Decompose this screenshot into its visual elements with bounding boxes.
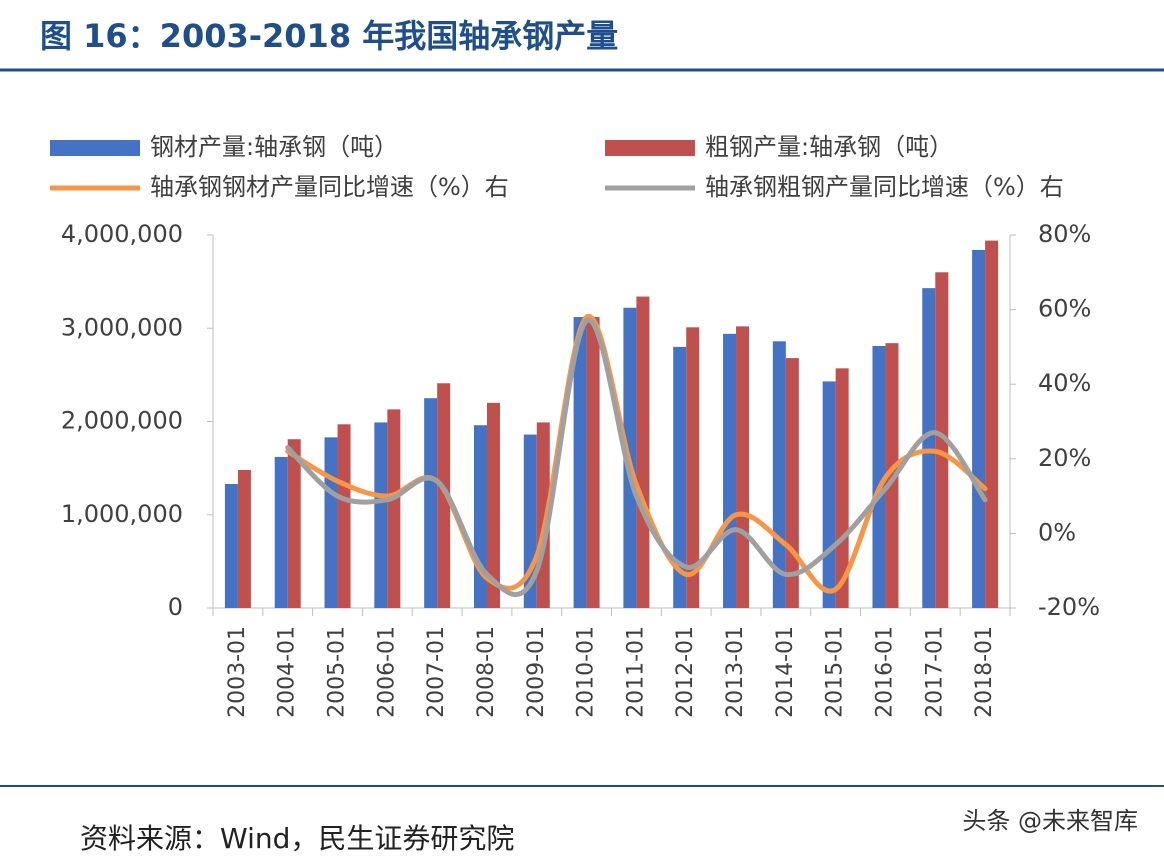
y-tick-label: 0 bbox=[168, 593, 183, 621]
bar bbox=[822, 381, 836, 608]
x-tick-label: 2008-01 bbox=[474, 626, 499, 718]
y2-tick-label: 0% bbox=[1038, 518, 1076, 546]
legend-swatch bbox=[50, 140, 140, 156]
y2-tick-label: -20% bbox=[1038, 593, 1100, 621]
source: 资料来源：Wind，民生证券研究院 bbox=[80, 822, 514, 855]
bar bbox=[486, 402, 500, 608]
bar bbox=[324, 437, 338, 608]
y2-tick-label: 60% bbox=[1038, 295, 1091, 323]
bar bbox=[473, 425, 487, 608]
y-tick-label: 4,000,000 bbox=[61, 220, 183, 248]
bar bbox=[424, 398, 438, 608]
x-tick-label: 2010-01 bbox=[574, 626, 599, 718]
bar bbox=[437, 383, 451, 608]
y2-tick-label: 20% bbox=[1038, 444, 1091, 472]
x-tick-label: 2005-01 bbox=[325, 626, 350, 718]
line bbox=[285, 317, 988, 598]
y-tick-label: 3,000,000 bbox=[61, 313, 183, 341]
x-tick-label: 2004-01 bbox=[275, 626, 300, 718]
bar bbox=[922, 288, 936, 608]
bar bbox=[835, 368, 849, 608]
x-tick-label: 2015-01 bbox=[823, 626, 848, 718]
legend-label: 轴承钢粗钢产量同比增速（%）右 bbox=[705, 173, 1064, 201]
bar bbox=[723, 333, 737, 608]
x-tick-label: 2018-01 bbox=[972, 626, 997, 718]
bar bbox=[972, 249, 986, 609]
bar bbox=[274, 456, 288, 608]
bar bbox=[374, 422, 388, 608]
y-tick-label: 2,000,000 bbox=[61, 407, 183, 435]
bar bbox=[785, 358, 799, 608]
y-tick-label: 1,000,000 bbox=[61, 500, 183, 528]
x-tick-label: 2017-01 bbox=[922, 626, 947, 718]
bar bbox=[935, 272, 949, 608]
bar bbox=[387, 409, 401, 608]
bar bbox=[586, 317, 600, 608]
bar bbox=[287, 439, 301, 608]
x-tick-label: 2014-01 bbox=[773, 626, 798, 718]
x-tick-label: 2013-01 bbox=[723, 626, 748, 718]
x-tick-label: 2016-01 bbox=[872, 626, 897, 718]
legend-label: 粗钢产量:轴承钢（吨） bbox=[705, 133, 953, 161]
bar bbox=[337, 424, 351, 608]
x-tick-label: 2012-01 bbox=[673, 626, 698, 718]
y2-tick-label: 80% bbox=[1038, 220, 1091, 248]
x-tick-label: 2007-01 bbox=[424, 626, 449, 718]
bar bbox=[686, 327, 700, 608]
bar bbox=[573, 317, 587, 608]
x-tick-label: 2006-01 bbox=[374, 626, 399, 718]
bar bbox=[872, 345, 886, 608]
bar bbox=[736, 326, 750, 608]
x-tick-label: 2009-01 bbox=[524, 626, 549, 718]
bar bbox=[985, 240, 999, 608]
legend-swatch bbox=[605, 140, 695, 156]
y2-tick-label: 40% bbox=[1038, 369, 1091, 397]
chart-title: 图 16：2003-2018 年我国轴承钢产量 bbox=[40, 17, 618, 55]
x-tick-label: 2003-01 bbox=[225, 626, 250, 718]
bar bbox=[885, 343, 899, 608]
watermark: 头条 @未来智库 bbox=[962, 807, 1138, 835]
bar bbox=[237, 469, 251, 608]
legend-label: 钢材产量:轴承钢（吨） bbox=[150, 133, 398, 161]
x-tick-label: 2011-01 bbox=[623, 626, 648, 718]
bar bbox=[673, 346, 687, 608]
legend-label: 轴承钢钢材产量同比增速（%）右 bbox=[150, 173, 509, 201]
bar bbox=[636, 296, 650, 608]
bar bbox=[224, 483, 238, 608]
